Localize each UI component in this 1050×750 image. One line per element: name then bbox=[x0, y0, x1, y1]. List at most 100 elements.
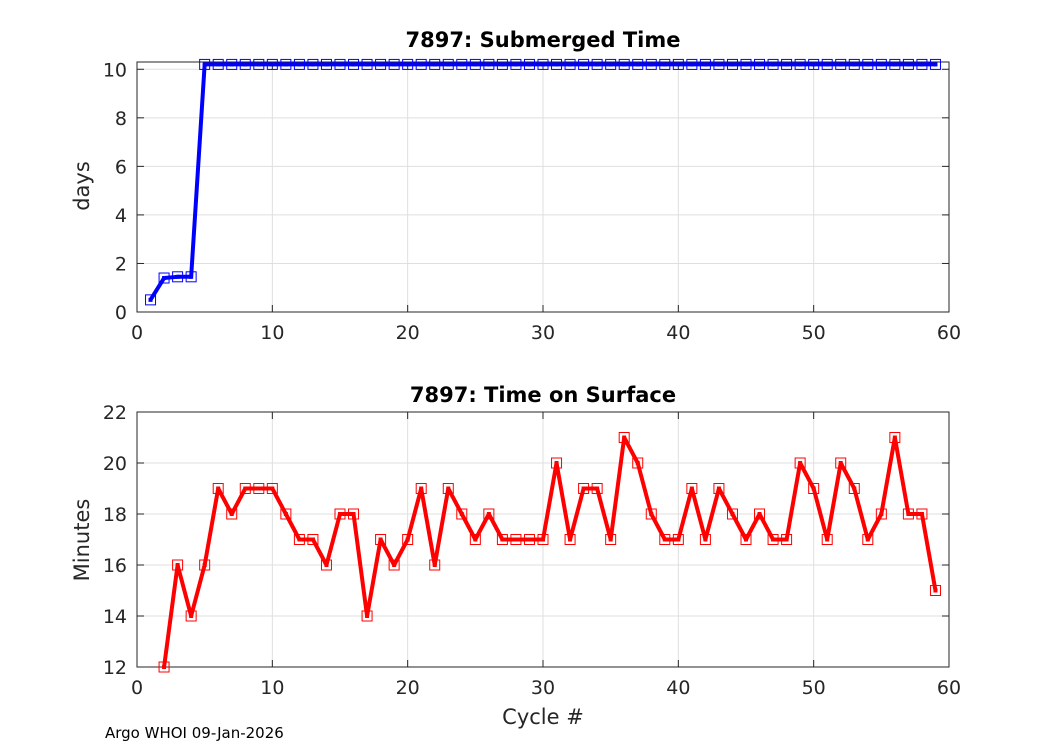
data-point bbox=[919, 512, 924, 516]
x-tick-label: 50 bbox=[802, 322, 826, 344]
x-tick-label: 40 bbox=[666, 322, 690, 344]
data-point-marker bbox=[821, 534, 833, 545]
data-point bbox=[175, 274, 180, 279]
data-point-marker bbox=[645, 508, 657, 520]
data-point bbox=[595, 486, 600, 491]
data-point-marker bbox=[767, 58, 779, 70]
data-point bbox=[365, 614, 370, 618]
x-tick-label: 60 bbox=[937, 322, 961, 344]
data-point bbox=[513, 537, 518, 542]
data-point bbox=[716, 486, 721, 491]
data-point-marker bbox=[659, 58, 671, 70]
submerged-time-ylabel: days bbox=[70, 161, 94, 211]
data-point bbox=[662, 62, 667, 67]
y-tick-label: 22 bbox=[103, 402, 127, 424]
data-point bbox=[838, 461, 843, 465]
data-point bbox=[175, 563, 180, 567]
data-point-marker bbox=[172, 559, 184, 571]
data-point bbox=[744, 62, 748, 67]
data-point bbox=[649, 512, 654, 516]
data-point bbox=[622, 435, 627, 440]
data-point-marker bbox=[361, 58, 373, 70]
data-point bbox=[933, 62, 938, 67]
data-point-marker bbox=[754, 58, 766, 70]
data-point bbox=[716, 62, 721, 67]
data-point bbox=[635, 62, 640, 67]
data-point-marker bbox=[266, 483, 278, 494]
data-point-marker bbox=[280, 58, 292, 70]
data-point-marker bbox=[212, 483, 224, 494]
data-point-marker bbox=[375, 58, 387, 70]
data-point bbox=[216, 486, 221, 491]
data-point-marker bbox=[239, 483, 251, 494]
data-point bbox=[378, 62, 383, 67]
series-line bbox=[162, 435, 938, 668]
data-point-marker bbox=[591, 483, 603, 494]
data-point-marker bbox=[429, 559, 441, 571]
data-point bbox=[432, 62, 437, 67]
data-point-marker bbox=[523, 534, 535, 545]
data-point-marker bbox=[578, 58, 590, 70]
data-point-marker bbox=[402, 534, 414, 545]
data-point-marker bbox=[889, 58, 901, 70]
data-point-marker bbox=[808, 58, 820, 70]
data-point-marker bbox=[253, 58, 265, 70]
data-point bbox=[432, 563, 437, 567]
data-point bbox=[676, 62, 681, 67]
data-point bbox=[270, 486, 275, 491]
data-point bbox=[527, 62, 532, 67]
data-point-marker bbox=[172, 271, 184, 283]
data-point bbox=[229, 62, 234, 67]
data-point-marker bbox=[578, 483, 590, 494]
data-point bbox=[838, 62, 843, 67]
data-point-marker bbox=[483, 508, 495, 520]
data-point bbox=[771, 62, 776, 67]
data-point-marker bbox=[848, 58, 860, 70]
data-point-marker bbox=[767, 534, 779, 545]
data-point bbox=[798, 62, 803, 67]
data-point-marker bbox=[253, 483, 265, 494]
data-point bbox=[541, 537, 545, 542]
data-point bbox=[541, 62, 545, 67]
data-point-marker bbox=[334, 508, 346, 520]
data-point bbox=[297, 62, 302, 67]
data-point-marker bbox=[456, 508, 468, 520]
data-point-marker bbox=[348, 508, 360, 520]
data-point-marker bbox=[320, 559, 332, 571]
data-point-marker bbox=[672, 58, 684, 70]
data-point-marker bbox=[862, 534, 874, 545]
data-point-marker bbox=[266, 58, 278, 70]
data-point-marker bbox=[456, 58, 468, 70]
data-point-marker bbox=[699, 534, 711, 545]
data-point-marker bbox=[564, 58, 576, 70]
data-point-marker bbox=[781, 58, 793, 70]
data-point-marker bbox=[145, 294, 157, 306]
data-point-marker bbox=[902, 58, 914, 70]
data-point bbox=[879, 62, 884, 67]
data-point-marker bbox=[483, 58, 495, 70]
data-point bbox=[202, 563, 207, 567]
data-point bbox=[798, 461, 803, 465]
x-tick-label: 60 bbox=[937, 677, 961, 699]
data-point-marker bbox=[510, 534, 522, 545]
data-point-marker bbox=[185, 271, 197, 283]
data-point bbox=[446, 62, 451, 67]
data-point bbox=[554, 62, 559, 67]
data-point-marker bbox=[781, 534, 793, 545]
x-tick-label: 0 bbox=[131, 322, 143, 344]
data-point bbox=[500, 62, 505, 67]
data-point bbox=[784, 62, 789, 67]
x-tick-label: 30 bbox=[531, 677, 555, 699]
data-point bbox=[811, 486, 816, 491]
data-point bbox=[486, 62, 491, 67]
data-point-marker bbox=[889, 432, 901, 443]
data-point-marker bbox=[537, 534, 549, 545]
data-point bbox=[189, 614, 194, 618]
data-point bbox=[581, 486, 586, 491]
data-point bbox=[486, 512, 491, 516]
data-point-marker bbox=[415, 483, 427, 494]
data-point bbox=[243, 62, 248, 67]
data-point-marker bbox=[415, 58, 427, 70]
data-point-marker bbox=[618, 432, 630, 443]
